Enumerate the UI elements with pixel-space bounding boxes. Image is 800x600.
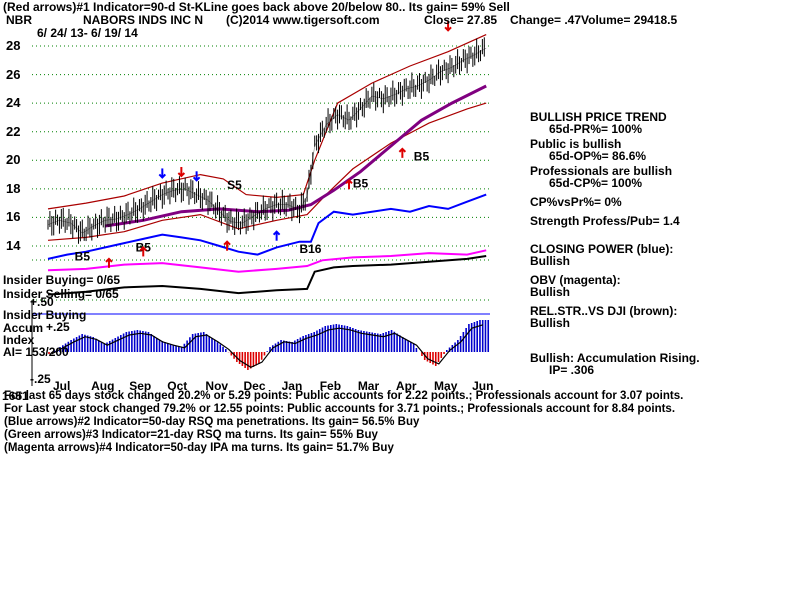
insider-buying: Insider Buying= 0/65 xyxy=(3,273,121,287)
footer-line: (Green arrows)#3 Indicator=21-day RSQ ma… xyxy=(4,429,378,441)
y-tick-label: 18 xyxy=(6,180,21,196)
month-label: Dec xyxy=(243,379,266,393)
month-label: Jun xyxy=(472,379,494,393)
sidebar-line: Bullish xyxy=(530,316,571,330)
copyright: (C)2014 www.tigersoft.com xyxy=(226,13,380,27)
blue-up-arrow-icon xyxy=(272,230,281,241)
symbol: NBR xyxy=(6,13,32,27)
red-up-arrow-icon xyxy=(105,257,113,268)
relstr-line xyxy=(47,255,487,296)
closing-power-line xyxy=(47,193,487,260)
red-down-arrow-icon xyxy=(444,21,452,32)
arrow-head xyxy=(223,240,231,246)
sidebar-line: 65d-OP%= 86.6% xyxy=(549,149,647,163)
month-label: Sep xyxy=(129,379,152,393)
arrow-head xyxy=(398,147,407,153)
ai-tick-25: +.25 xyxy=(46,320,70,334)
red-down-arrow-icon xyxy=(177,167,186,178)
arrow-head xyxy=(105,257,113,263)
ai-value: AI= 153/200 xyxy=(3,345,69,359)
month-label: Jan xyxy=(281,379,303,393)
close-price: Close= 27.85 xyxy=(424,13,498,27)
insider-selling: Insider Selling= 0/65 xyxy=(3,287,119,301)
obv-line xyxy=(47,249,487,273)
arrow-head xyxy=(139,246,147,252)
ai-tick-minus-25: -.25 xyxy=(30,372,51,386)
sidebar-line: Bullish xyxy=(530,285,571,299)
signal-label: S5 xyxy=(227,178,242,192)
month-label: Jul xyxy=(53,379,71,393)
month-label: Feb xyxy=(319,379,342,393)
ma50-line xyxy=(104,84,487,228)
price-line xyxy=(47,47,487,234)
sidebar-line: Strength Profess/Pub= 1.4 xyxy=(530,214,680,228)
index-label: Index xyxy=(3,333,35,347)
y-tick-label: 26 xyxy=(6,66,21,82)
sidebar-line: 65d-CP%= 100% xyxy=(549,176,643,190)
arrow-head xyxy=(192,176,201,182)
y-tick-label: 24 xyxy=(6,95,21,111)
sidebar-line: BULLISH PRICE TREND xyxy=(530,110,667,124)
month-label: May xyxy=(434,379,458,393)
sidebar-line: CP%vsPr%= 0% xyxy=(530,195,622,209)
price-panel: S5B5B5B5B5B16 xyxy=(47,21,487,296)
y-tick-label: 28 xyxy=(6,38,21,53)
arrow-head xyxy=(345,178,353,184)
y-tick-label: 14 xyxy=(6,238,21,253)
volume-value: Volume= 29418.5 xyxy=(581,13,678,27)
y-tick-label: 16 xyxy=(6,209,21,225)
insider-buying-label: Insider Buying xyxy=(3,308,87,322)
accumulation-index-panel xyxy=(31,300,490,386)
sidebar-line: CLOSING POWER (blue): xyxy=(530,242,674,256)
footer-line: For last 65 days stock changed 20.2% or … xyxy=(4,390,684,402)
red-up-arrow-icon xyxy=(398,147,407,158)
y-tick-label: 20 xyxy=(6,152,21,168)
arrow-head xyxy=(158,173,167,179)
signal-label: B5 xyxy=(414,149,430,163)
footer-line: (Magenta arrows)#4 Indicator=50-day IPA … xyxy=(4,442,394,454)
signal-label: B5 xyxy=(353,176,369,190)
month-label: Nov xyxy=(205,379,229,393)
indicator-line-red: (Red arrows)#1 Indicator=90-d St-KLine g… xyxy=(3,0,510,14)
change-value: Change= .47 xyxy=(510,13,582,27)
footer-line: (Blue arrows)#2 Indicator=50-day RSQ ma … xyxy=(4,416,420,428)
month-label: Mar xyxy=(357,379,380,393)
date-range: 6/ 24/ 13- 6/ 19/ 14 xyxy=(37,26,138,40)
y-tick-label: 22 xyxy=(6,123,21,139)
red-up-arrow-icon xyxy=(223,240,231,251)
accum-label: Accum xyxy=(3,321,44,335)
signal-label: B16 xyxy=(299,242,321,256)
arrow-head xyxy=(177,172,186,178)
sidebar-line: IP= .306 xyxy=(549,363,595,377)
sidebar-line: OBV (magenta): xyxy=(530,273,621,287)
sidebar-line: Public is bullish xyxy=(530,137,622,151)
arrow-head xyxy=(272,230,281,236)
month-label: Oct xyxy=(167,379,188,393)
signal-label: B5 xyxy=(75,249,91,263)
arrow-head xyxy=(444,26,452,32)
company-name: NABORS INDS INC N xyxy=(83,13,204,27)
ai-tick-50: +.50 xyxy=(30,295,54,309)
blue-down-arrow-icon xyxy=(158,168,167,179)
sidebar-line: Bullish xyxy=(530,254,571,268)
month-label: Aug xyxy=(91,379,115,393)
footer-overlap-label: 1651 xyxy=(2,389,29,403)
month-label: Apr xyxy=(395,379,417,393)
footer-line: For Last year stock changed 79.2% or 12.… xyxy=(4,403,676,415)
sidebar-line: Professionals are bullish xyxy=(530,164,673,178)
blue-down-arrow-icon xyxy=(192,171,201,182)
sidebar-line: 65d-PR%= 100% xyxy=(549,122,643,136)
sidebar-line: REL.STR..VS DJI (brown): xyxy=(530,304,678,318)
red-up-arrow-icon xyxy=(139,246,147,257)
accum-ma-line xyxy=(51,324,484,368)
red-up-arrow-icon xyxy=(345,178,353,190)
sidebar-line: Bullish: Accumulation Rising. xyxy=(530,351,700,365)
